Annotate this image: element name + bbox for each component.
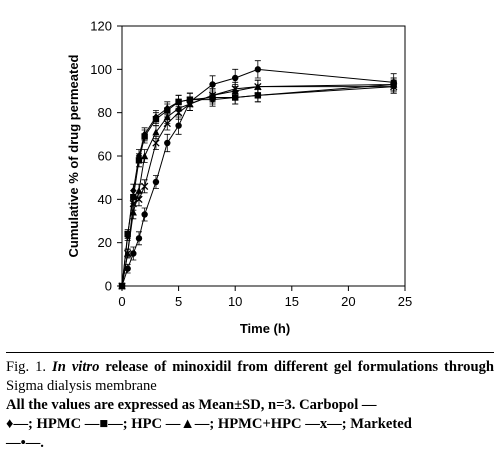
data-point (254, 83, 262, 91)
x-tick-label: 25 (398, 294, 412, 309)
data-point (129, 208, 137, 216)
data-point (130, 250, 137, 257)
series-hpmc-hpc (118, 79, 398, 290)
series-marketed (118, 60, 397, 290)
plot-frame (121, 25, 406, 287)
data-point (135, 186, 143, 194)
data-point (152, 128, 160, 136)
series-line (121, 86, 394, 287)
caption-fig-label: Fig. 1. (6, 359, 47, 375)
x-tick-label: 10 (228, 294, 242, 309)
data-point (254, 92, 262, 99)
y-tick-label: 80 (98, 105, 112, 120)
x-axis: 0 5 10 15 20 25 (118, 286, 412, 309)
data-point (129, 200, 137, 208)
caption-note-line-1: All the values are expressed as Mean±SD,… (6, 397, 377, 413)
y-tick-label: 60 (98, 149, 112, 164)
y-axis: 0 20 40 60 80 100 120 (90, 19, 122, 294)
x-tick-label: 0 (118, 294, 125, 309)
data-point (141, 133, 148, 140)
y-tick-label: 40 (98, 192, 112, 207)
series-line (121, 86, 394, 287)
x-tick-label: 5 (175, 294, 182, 309)
data-point (152, 178, 160, 186)
caption-note-line-2: ♦—; HPMC —■—; HPC —▲—; HPMC+HPC —x—; Mar… (6, 416, 412, 432)
data-point (152, 139, 160, 147)
data-point (186, 98, 194, 106)
y-tick-label: 0 (105, 279, 112, 294)
series-hpc (118, 77, 398, 290)
y-tick-label: 120 (90, 19, 112, 34)
chart-svg: 0 5 10 15 20 25 0 20 40 60 80 100 120 Time (h) Cumu… (66, 19, 412, 337)
data-point (135, 235, 143, 242)
y-axis-title: Cumulative % of drug permeated (66, 54, 81, 257)
data-point (124, 249, 132, 258)
data-point (163, 119, 171, 128)
data-point (118, 282, 126, 290)
series-line (121, 84, 394, 287)
caption-title-text: release of minoxidil from different gel … (105, 359, 494, 375)
data-point (135, 195, 143, 203)
x-tick-label: 15 (285, 294, 299, 309)
data-point (390, 79, 397, 86)
data-point (135, 157, 143, 164)
caption-title-tail: Sigma dialysis membrane (6, 378, 157, 394)
chart: 0 5 10 15 20 25 0 20 40 60 80 100 120 Time (h) Cumu… (66, 19, 412, 337)
data-point (209, 81, 216, 88)
caption-divider (6, 352, 494, 353)
series-line (121, 84, 394, 287)
figure-caption: Fig. 1. In vitro release of minoxidil fr… (6, 358, 494, 453)
data-point (141, 152, 149, 160)
data-point (175, 122, 182, 129)
x-axis-title: Time (h) (240, 321, 290, 336)
data-point (254, 66, 262, 73)
caption-title-italic: In vitro (52, 359, 100, 375)
data-point (152, 115, 160, 123)
data-point (124, 230, 131, 238)
x-tick-label: 20 (341, 294, 355, 309)
caption-title: Fig. 1. In vitro release of minoxidil fr… (6, 358, 494, 396)
data-point (141, 211, 148, 218)
data-point (164, 139, 171, 147)
series-carbopol (118, 79, 397, 290)
data-point (124, 265, 131, 272)
y-tick-label: 100 (90, 62, 112, 77)
data-point (232, 74, 239, 82)
series-layer (118, 60, 398, 290)
data-point (174, 109, 183, 117)
series-hpmc (118, 77, 397, 290)
data-point (140, 182, 149, 190)
caption-note-line-3: —•—. (6, 435, 44, 451)
y-tick-label: 20 (98, 235, 112, 250)
